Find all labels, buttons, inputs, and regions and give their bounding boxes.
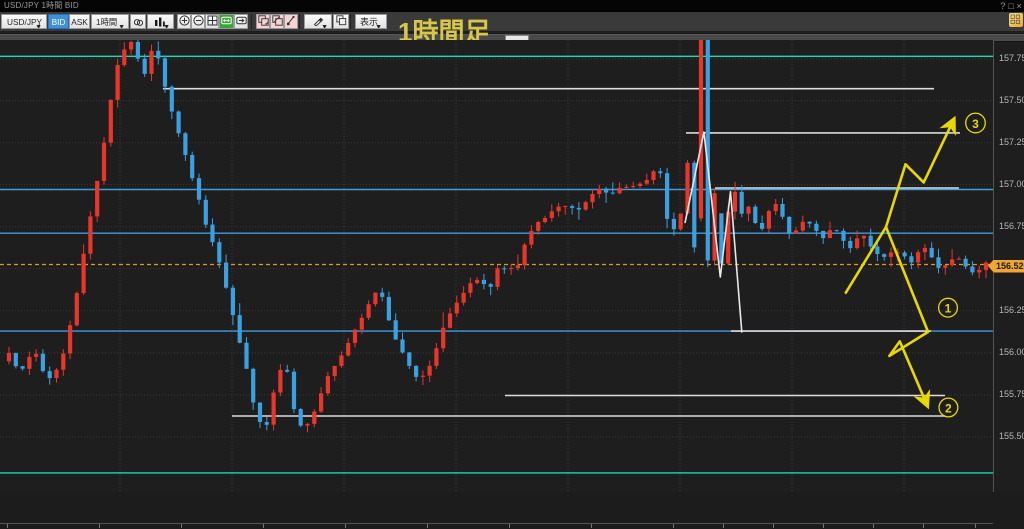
svg-text:2: 2 — [945, 402, 952, 416]
svg-text:1: 1 — [945, 302, 952, 316]
svg-text:3: 3 — [972, 117, 979, 131]
